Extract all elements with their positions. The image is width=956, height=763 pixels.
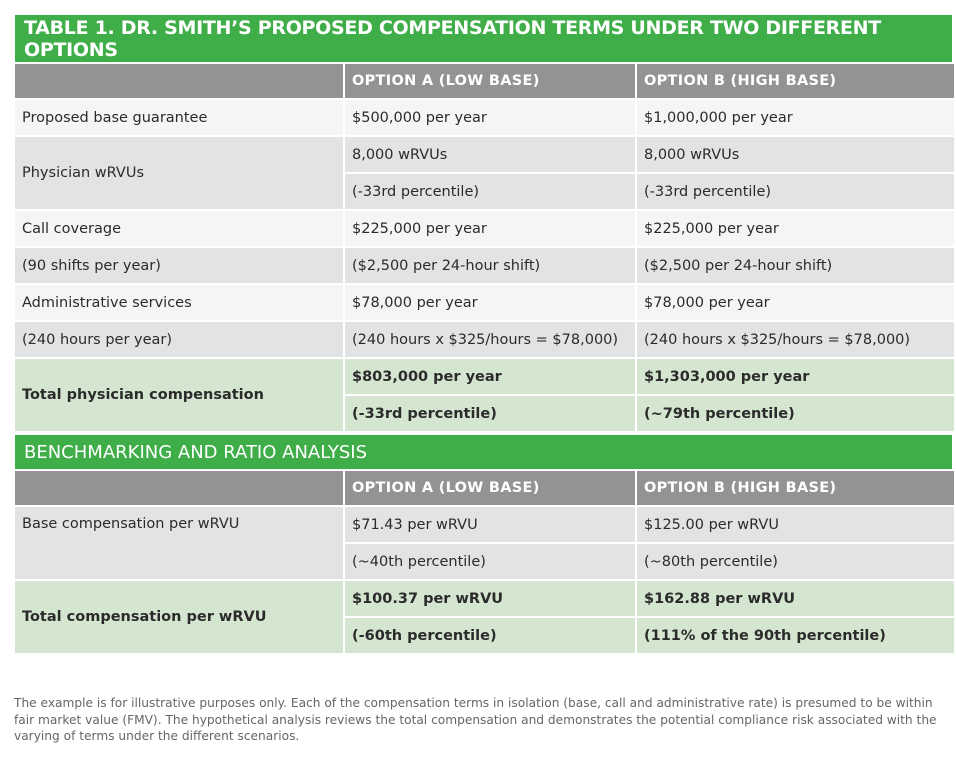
header-option-a: OPTION A (LOW BASE) [345,64,635,98]
terms-table: OPTION A (LOW BASE) OPTION B (HIGH BASE)… [13,62,956,433]
total-row: Total compensation per wRVU $100.37 per … [15,581,954,653]
option-b-value: (240 hours x $325/hours = $78,000) [637,322,954,357]
option-a-value: (-60th percentile) [345,618,635,653]
total-row: (-60th percentile) (111% of the 90th per… [15,618,954,653]
option-a-value: $78,000 per year [345,285,635,320]
table-row: Proposed base guarantee $500,000 per yea… [15,100,954,135]
header-option-b: OPTION B (HIGH BASE) [637,64,954,98]
header-option-a: OPTION A (LOW BASE) [345,471,635,505]
option-b-value: ($2,500 per 24-hour shift) [637,248,954,283]
total-row: Total physician compensation $803,000 pe… [15,359,954,431]
option-b-value: $1,303,000 per year [637,359,954,394]
table-row: (90 shifts per year) ($2,500 per 24-hour… [15,248,954,283]
row-label: Proposed base guarantee [15,100,343,135]
option-a-value: (240 hours x $325/hours = $78,000) [345,322,635,357]
option-a-value: $100.37 per wRVU [345,581,635,616]
table-row: Call coverage $225,000 per year $225,000… [15,211,954,246]
option-a-value: ($2,500 per 24-hour shift) [345,248,635,283]
option-a-value: (-33rd percentile) [345,174,635,209]
total-row: (-33rd percentile) (~79th percentile) [15,396,954,431]
table-title: TABLE 1. DR. SMITH’S PROPOSED COMPENSATI… [15,15,952,62]
row-label: Call coverage [15,211,343,246]
option-a-value: $500,000 per year [345,100,635,135]
row-label: (240 hours per year) [15,322,343,357]
row-label: Base compensation per wRVU [15,507,343,579]
footnote: The example is for illustrative purposes… [14,696,937,743]
option-a-value: (~40th percentile) [345,544,635,579]
row-label: Physician wRVUs [15,137,343,209]
benchmark-table: OPTION A (LOW BASE) OPTION B (HIGH BASE)… [13,469,956,655]
option-b-value: (~80th percentile) [637,544,954,579]
option-b-value: $162.88 per wRVU [637,581,954,616]
option-b-value: $1,000,000 per year [637,100,954,135]
header-option-b: OPTION B (HIGH BASE) [637,471,954,505]
option-b-value: $225,000 per year [637,211,954,246]
table-row: Base compensation per wRVU $71.43 per wR… [15,507,954,579]
header-row: OPTION A (LOW BASE) OPTION B (HIGH BASE) [15,64,954,98]
row-label: Total physician compensation [15,359,343,431]
section-title: BENCHMARKING AND RATIO ANALYSIS [15,435,952,469]
compensation-table: TABLE 1. DR. SMITH’S PROPOSED COMPENSATI… [15,15,954,655]
row-label: Total compensation per wRVU [15,581,343,653]
row-label: (90 shifts per year) [15,248,343,283]
option-a-value: 8,000 wRVUs [345,137,635,172]
option-b-value: (-33rd percentile) [637,174,954,209]
table-row: (-33rd percentile) (-33rd percentile) [15,174,954,209]
row-label: Administrative services [15,285,343,320]
header-empty [15,64,343,98]
option-a-value: $225,000 per year [345,211,635,246]
table-row: Physician wRVUs 8,000 wRVUs 8,000 wRVUs [15,137,954,209]
header-row: OPTION A (LOW BASE) OPTION B (HIGH BASE) [15,471,954,505]
header-empty [15,471,343,505]
option-b-value: $78,000 per year [637,285,954,320]
table-row: Administrative services $78,000 per year… [15,285,954,320]
table-row: (~40th percentile) (~80th percentile) [15,544,954,579]
option-b-value: (~79th percentile) [637,396,954,431]
option-a-value: $71.43 per wRVU [345,507,635,542]
table-row: (240 hours per year) (240 hours x $325/h… [15,322,954,357]
option-b-value: (111% of the 90th percentile) [637,618,954,653]
option-b-value: 8,000 wRVUs [637,137,954,172]
option-a-value: (-33rd percentile) [345,396,635,431]
option-b-value: $125.00 per wRVU [637,507,954,542]
option-a-value: $803,000 per year [345,359,635,394]
